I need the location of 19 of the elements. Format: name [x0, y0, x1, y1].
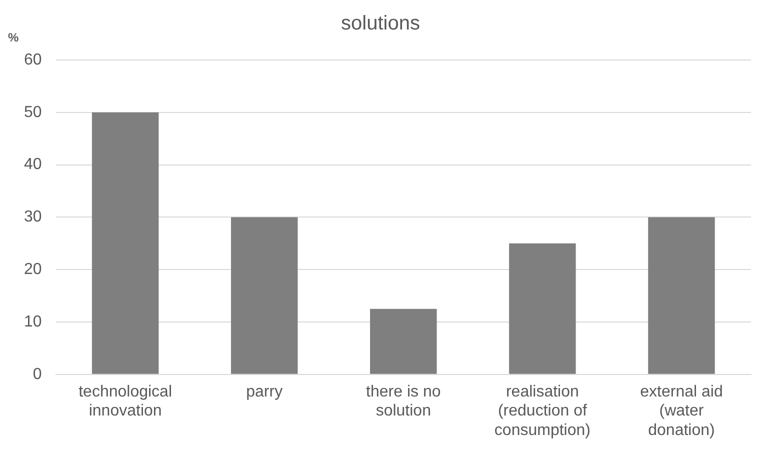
bar [509, 243, 576, 374]
chart-title: solutions [341, 12, 420, 35]
y-tick-label: 30 [24, 208, 42, 226]
bar [648, 217, 715, 374]
x-tick-label: parry [246, 383, 283, 400]
y-tick-label: 20 [24, 261, 42, 278]
bar [370, 308, 437, 374]
y-tick-label: 50 [24, 104, 42, 121]
x-tick-label: there is no solution [366, 383, 441, 420]
bar [92, 112, 159, 374]
y-tick-label: 60 [24, 51, 42, 68]
y-axis-title: % [8, 30, 19, 44]
y-tick-label: 10 [24, 313, 42, 330]
y-tick-label: 0 [32, 366, 42, 383]
x-tick-label: external aid (water donation) [640, 383, 723, 439]
y-tick-label: 40 [24, 156, 42, 174]
x-tick-label: realisation (reduction of consumption) [494, 383, 590, 439]
x-tick-label: technological innovation [78, 383, 172, 420]
bar [230, 217, 298, 374]
